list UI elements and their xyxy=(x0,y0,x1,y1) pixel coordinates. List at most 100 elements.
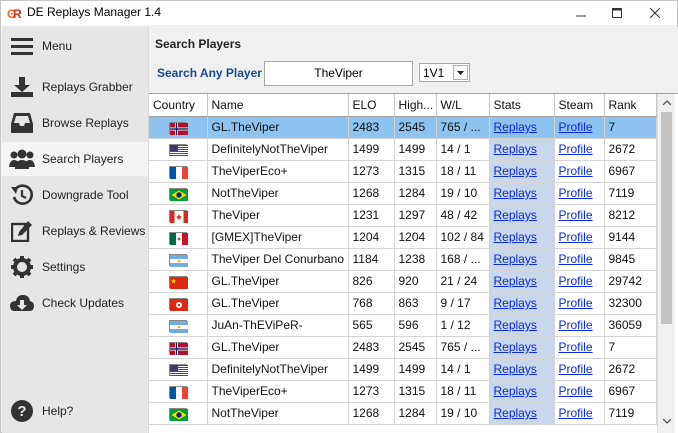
elo-cell: 1268 xyxy=(348,402,395,425)
replays-link[interactable]: Replays xyxy=(493,120,537,134)
table-row[interactable]: NotTheViper 1268 1284 19 / 10 Replays Profile… xyxy=(149,402,657,425)
name-cell: TheViperEco+ xyxy=(207,160,349,183)
scroll-down-arrow-icon[interactable] xyxy=(658,413,675,430)
name-cell: GL.TheViper xyxy=(207,270,349,293)
sidebar-item-search-players[interactable]: Search Players xyxy=(2,142,148,176)
close-button[interactable] xyxy=(637,1,673,25)
replays-link[interactable]: Replays xyxy=(493,186,537,200)
steam-cell: Profile xyxy=(554,116,605,139)
sidebar-item-check-updates[interactable]: Check Updates xyxy=(2,286,148,320)
replays-link[interactable]: Replays xyxy=(493,164,537,178)
sidebar-item-label: Replays & Reviews xyxy=(42,224,146,238)
table-row[interactable]: [GMEX]TheViper 1204 1204 102 / 84 Replays Pro… xyxy=(149,226,657,249)
minimize-button[interactable] xyxy=(563,1,599,25)
replays-link[interactable]: Replays xyxy=(493,318,537,332)
steam-profile-link[interactable]: Profile xyxy=(558,384,593,398)
table-row[interactable]: GL.TheViper 826 920 21 / 24 Replays Profile 29… xyxy=(149,270,657,293)
edit-icon xyxy=(2,214,42,248)
scrollbar-thumb[interactable] xyxy=(661,112,672,324)
column-header-steam[interactable]: Steam xyxy=(554,94,605,117)
sidebar: Menu Replays Grabber Browse Replays Sear… xyxy=(2,27,148,433)
column-header-name[interactable]: Name xyxy=(207,94,349,117)
steam-profile-link[interactable]: Profile xyxy=(558,296,593,310)
wl-cell: 168 / ... xyxy=(436,248,490,271)
sidebar-item-label: Search Players xyxy=(42,152,124,166)
replays-link[interactable]: Replays xyxy=(493,384,537,398)
table-row[interactable]: NotTheViper 1268 1284 19 / 10 Replays Profile… xyxy=(149,182,657,205)
steam-profile-link[interactable]: Profile xyxy=(558,406,593,420)
scroll-up-arrow-icon[interactable] xyxy=(658,94,675,111)
maximize-button[interactable] xyxy=(599,1,635,25)
steam-cell: Profile xyxy=(554,182,605,205)
country-cell xyxy=(149,204,208,227)
replays-link[interactable]: Replays xyxy=(493,406,537,420)
argentina-flag-icon xyxy=(168,319,188,333)
chevron-down-icon[interactable] xyxy=(453,65,468,80)
mode-select[interactable]: 1V1 xyxy=(419,63,470,82)
sidebar-item-settings[interactable]: Settings xyxy=(2,250,148,284)
sidebar-item-replays-reviews[interactable]: Replays & Reviews xyxy=(2,214,148,248)
table-row[interactable]: TheViper 1231 1297 48 / 42 Replays Profile 821… xyxy=(149,204,657,227)
steam-profile-link[interactable]: Profile xyxy=(558,164,593,178)
table-row[interactable]: TheViperEco+ 1273 1315 18 / 11 Replays Profil… xyxy=(149,160,657,183)
replays-link[interactable]: Replays xyxy=(493,340,537,354)
china-flag-icon xyxy=(168,275,188,289)
table-row[interactable]: GL.TheViper 768 863 9 / 17 Replays Profile 323… xyxy=(149,292,657,315)
column-header-highest[interactable]: High... xyxy=(394,94,437,117)
stats-cell: Replays xyxy=(489,336,555,359)
stats-cell: Replays xyxy=(489,116,555,139)
table-row[interactable]: TheViper Del Conurbano 1184 1238 168 / ... R… xyxy=(149,248,657,271)
steam-cell: Profile xyxy=(554,402,605,425)
highest-elo-cell: 863 xyxy=(394,292,437,315)
stats-cell: Replays xyxy=(489,248,555,271)
sidebar-item-menu[interactable]: Menu xyxy=(2,29,148,63)
steam-profile-link[interactable]: Profile xyxy=(558,362,593,376)
steam-profile-link[interactable]: Profile xyxy=(558,186,593,200)
sidebar-item-replays-grabber[interactable]: Replays Grabber xyxy=(2,70,148,104)
column-header-rank[interactable]: Rank xyxy=(604,94,657,117)
table-row[interactable]: DefinitelyNotTheViper 1499 1499 14 / 1 Repla… xyxy=(149,138,657,161)
search-input[interactable] xyxy=(264,61,413,86)
stats-cell: Replays xyxy=(489,380,555,403)
steam-profile-link[interactable]: Profile xyxy=(558,274,593,288)
column-header-wl[interactable]: W/L xyxy=(436,94,490,117)
replays-link[interactable]: Replays xyxy=(493,230,537,244)
elo-cell: 1268 xyxy=(348,182,395,205)
replays-link[interactable]: Replays xyxy=(493,142,537,156)
wl-cell: 18 / 11 xyxy=(436,380,490,403)
wl-cell: 19 / 10 xyxy=(436,182,490,205)
column-header-stats[interactable]: Stats xyxy=(489,94,555,117)
table-row[interactable]: TheViperEco+ 1273 1315 18 / 11 Replays Profil… xyxy=(149,380,657,403)
name-cell: GL.TheViper xyxy=(207,292,349,315)
rank-cell: 7 xyxy=(604,336,657,359)
steam-profile-link[interactable]: Profile xyxy=(558,142,593,156)
highest-elo-cell: 2545 xyxy=(394,336,437,359)
vertical-scrollbar[interactable] xyxy=(657,94,675,433)
wl-cell: 9 / 17 xyxy=(436,292,490,315)
table-row[interactable]: JuAn-ThEViPeR- 565 596 1 / 12 Replays Profile… xyxy=(149,314,657,337)
name-cell: GL.TheViper xyxy=(207,116,349,139)
steam-profile-link[interactable]: Profile xyxy=(558,340,593,354)
sidebar-item-browse-replays[interactable]: Browse Replays xyxy=(2,106,148,140)
table-row[interactable]: GL.TheViper 2483 2545 765 / ... Replays Profi… xyxy=(149,116,657,139)
table-row[interactable]: GL.TheViper 2483 2545 765 / ... Replays Profi… xyxy=(149,336,657,359)
replays-link[interactable]: Replays xyxy=(493,296,537,310)
sidebar-item-downgrade-tool[interactable]: Downgrade Tool xyxy=(2,178,148,212)
column-header-country[interactable]: Country xyxy=(149,94,208,117)
history-icon xyxy=(2,178,42,212)
sidebar-item-label: Check Updates xyxy=(42,296,125,310)
replays-link[interactable]: Replays xyxy=(493,362,537,376)
steam-profile-link[interactable]: Profile xyxy=(558,230,593,244)
sidebar-item-help[interactable]: ? Help? xyxy=(2,394,148,428)
replays-link[interactable]: Replays xyxy=(493,208,537,222)
steam-cell: Profile xyxy=(554,380,605,403)
steam-profile-link[interactable]: Profile xyxy=(558,208,593,222)
replays-link[interactable]: Replays xyxy=(493,252,537,266)
steam-profile-link[interactable]: Profile xyxy=(558,318,593,332)
table-row[interactable]: DefinitelyNotTheViper 1499 1499 14 / 1 Repla… xyxy=(149,358,657,381)
highest-elo-cell: 1238 xyxy=(394,248,437,271)
steam-profile-link[interactable]: Profile xyxy=(558,120,593,134)
column-header-elo[interactable]: ELO xyxy=(348,94,395,117)
steam-profile-link[interactable]: Profile xyxy=(558,252,593,266)
replays-link[interactable]: Replays xyxy=(493,274,537,288)
